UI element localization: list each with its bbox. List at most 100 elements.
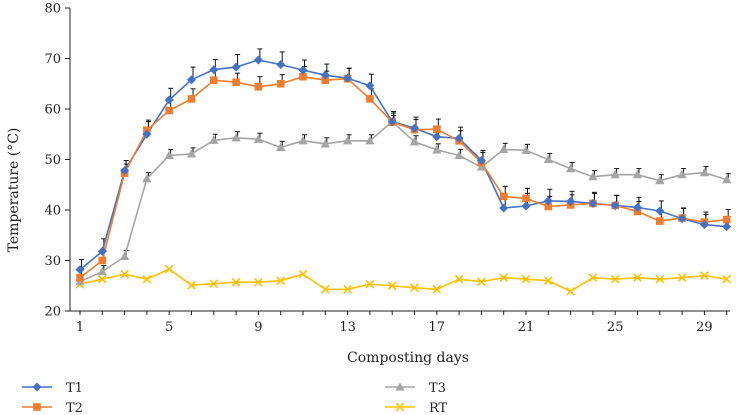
point-t2-day-10: [276, 79, 285, 88]
point-rt-day-23: [566, 286, 575, 296]
point-t3-day-3: [120, 251, 130, 261]
legend-label-t2: T2: [66, 401, 83, 415]
point-t1-day-15: [387, 117, 397, 127]
point-rt-day-28: [677, 273, 687, 283]
x-tick-label-29: 29: [696, 320, 713, 335]
point-rt-day-10: [276, 276, 286, 286]
point-rt-day-24: [588, 273, 598, 283]
point-t1-day-6: [187, 75, 196, 85]
point-rt-day-8: [231, 277, 241, 287]
point-t3-day-8: [231, 132, 241, 142]
point-t2-day-30: [722, 215, 731, 224]
point-t2-day-6: [187, 95, 196, 103]
point-rt-day-14: [365, 279, 375, 289]
point-t3-day-24: [588, 171, 598, 181]
point-t1-day-16: [410, 123, 419, 133]
point-t1-day-2: [97, 246, 107, 256]
point-rt-day-25: [610, 274, 620, 284]
point-t1-day-13: [343, 73, 353, 83]
x-axis-title: Composting days: [347, 350, 469, 366]
point-t1-day-22: [543, 196, 553, 206]
x-tick-label-5: 5: [165, 320, 173, 335]
point-rt-day-12: [320, 284, 330, 294]
series-lines: [79, 59, 727, 293]
point-t3-day-9: [253, 134, 263, 143]
point-rt-day-19: [477, 277, 486, 287]
series-markers: [75, 55, 732, 296]
point-t3-day-7: [209, 135, 219, 144]
point-t1-day-5: [164, 95, 174, 105]
point-t3-day-11: [298, 136, 308, 145]
x-tick-label-9: 9: [254, 320, 262, 335]
point-t1-day-4: [142, 129, 152, 139]
point-rt-day-15: [387, 281, 397, 291]
point-t2-day-27: [656, 217, 664, 225]
point-t3-day-22: [543, 154, 553, 164]
x-tick-label-21: 21: [518, 320, 535, 335]
point-t1-day-8: [231, 62, 241, 72]
point-t2-day-7: [210, 76, 218, 85]
y-tick-label-50: 50: [44, 153, 61, 168]
point-t1-day-24: [588, 198, 598, 208]
point-t2-day-8: [232, 78, 240, 87]
point-t1-day-17: [432, 132, 442, 142]
point-t2-day-14: [366, 95, 374, 103]
point-t3-day-13: [343, 136, 353, 145]
point-t1-day-11: [298, 65, 308, 75]
point-rt-day-4: [142, 274, 152, 284]
series-line-t1: [79, 59, 727, 271]
point-rt-day-22: [543, 276, 553, 286]
point-t1-day-12: [320, 70, 330, 80]
point-rt-day-6: [187, 280, 196, 290]
point-t1-day-26: [633, 202, 642, 212]
x-tick-label-1: 1: [76, 320, 84, 335]
point-t2-day-17: [433, 125, 441, 133]
point-t3-day-10: [276, 142, 286, 151]
point-t1-day-18: [454, 133, 464, 143]
point-rt-day-18: [454, 274, 464, 284]
error-bars: [79, 48, 731, 282]
point-t1-day-30: [722, 222, 732, 232]
y-tick-label-60: 60: [44, 103, 61, 118]
point-t1-day-23: [566, 196, 576, 206]
point-rt-day-26: [633, 273, 642, 283]
point-t3-day-20: [499, 144, 509, 153]
point-t1-day-9: [253, 55, 263, 65]
point-rt-day-11: [298, 269, 308, 279]
point-t1-day-1: [75, 265, 85, 275]
point-rt-day-27: [655, 274, 665, 284]
point-t1-day-14: [365, 81, 375, 91]
legend-item-t1: T1: [22, 381, 83, 396]
point-t2-day-9: [254, 82, 263, 91]
point-t3-day-23: [566, 163, 576, 173]
y-tick-label-80: 80: [44, 2, 61, 17]
point-t1-day-10: [276, 60, 286, 70]
point-t3-day-5: [164, 150, 174, 160]
y-tick-label-30: 30: [44, 254, 61, 269]
legend-item-t2: T2: [22, 401, 83, 415]
point-t3-day-27: [655, 175, 665, 185]
legend-item-rt: RT: [385, 401, 448, 415]
point-rt-day-29: [700, 271, 709, 281]
legend: T1 T2 T3 RT: [22, 381, 448, 415]
point-t3-day-28: [677, 169, 687, 179]
series-line-t2: [79, 75, 727, 279]
legend-marker-t1: [32, 382, 42, 392]
point-t3-day-17: [432, 145, 442, 154]
point-t2-day-20: [499, 192, 508, 201]
y-tick-label-40: 40: [44, 204, 61, 219]
point-t3-day-12: [320, 139, 330, 148]
legend-item-t3: T3: [385, 381, 446, 396]
point-t1-day-25: [610, 200, 620, 210]
point-t1-day-19: [476, 156, 486, 166]
x-tick-label-25: 25: [607, 320, 624, 335]
series-line-t3: [79, 120, 727, 283]
point-t2-day-2: [98, 256, 107, 265]
point-rt-day-2: [97, 274, 107, 284]
point-rt-day-7: [209, 279, 219, 289]
point-t1-day-27: [655, 206, 665, 216]
point-rt-day-16: [410, 283, 419, 293]
legend-marker-t3: [395, 382, 405, 391]
point-t3-day-30: [722, 174, 732, 184]
